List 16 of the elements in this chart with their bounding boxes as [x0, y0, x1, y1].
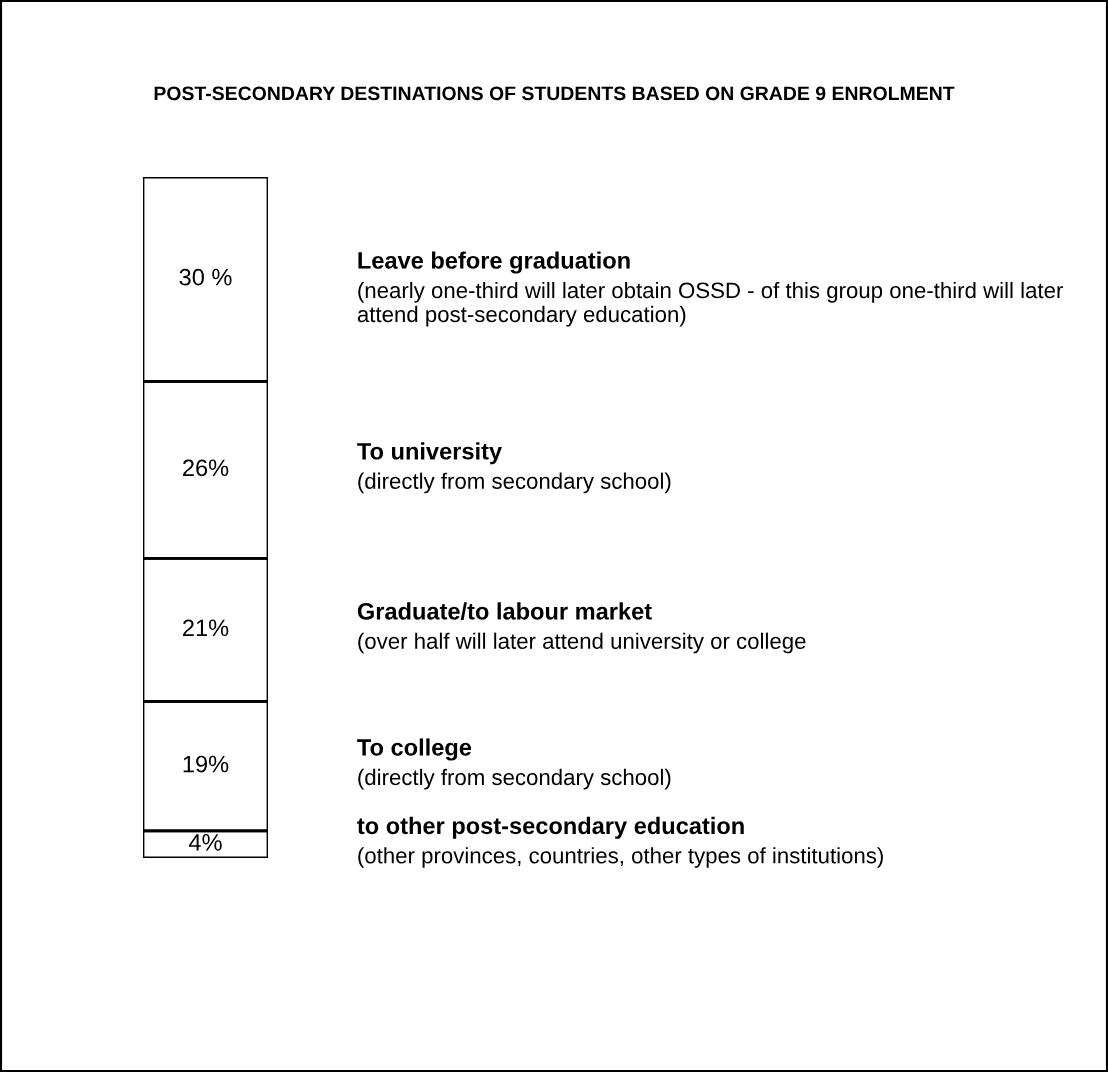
- text: (nearly one-third will later obtain OSSD - of this group one-third will later attend post-secondary education): [357, 281, 1063, 327]
- text: To college: [357, 738, 472, 761]
- data-label: 21%: [183, 619, 229, 637]
- text: (directly from secondary school): [358, 472, 671, 494]
- text: (over half will later attend university or college: [358, 632, 806, 654]
- data-label: 30 %: [179, 268, 232, 286]
- text: To university: [357, 442, 502, 465]
- text: Leave before graduation: [358, 251, 630, 274]
- text: Graduate/to labour market: [357, 602, 652, 620]
- text: (other provinces, countries, other types of institutions): [358, 847, 883, 868]
- data-label: 19%: [183, 755, 229, 773]
- data-label: 26%: [183, 459, 229, 477]
- text: POST-SECONDARY DESTINATIONS OF STUDENTS BASED ON GRADE 9 ENROLMENT: [154, 86, 955, 101]
- text: (directly from secondary school): [358, 768, 671, 790]
- data-label: 4%: [188, 834, 222, 851]
- text: to other post-secondary education: [357, 816, 744, 839]
